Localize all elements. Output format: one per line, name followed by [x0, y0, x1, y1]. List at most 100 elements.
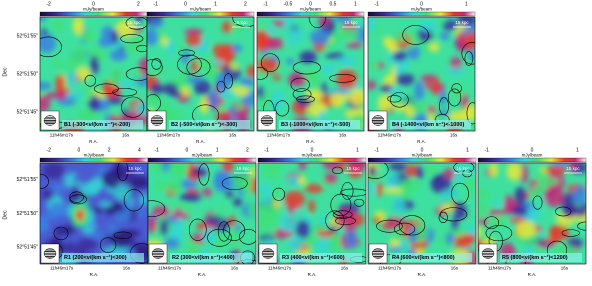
- emission-blob: [389, 238, 401, 248]
- map-image: [257, 17, 364, 131]
- beam: [371, 115, 385, 126]
- emission-blob: [249, 166, 256, 178]
- colorbar-tick-label: 1: [354, 1, 357, 7]
- colorbar-tick-label: 0: [77, 147, 80, 153]
- contour: [330, 193, 352, 217]
- colorbar: [147, 157, 257, 163]
- contour: [439, 207, 468, 222]
- emission-blob: [183, 28, 204, 35]
- contours: [257, 17, 356, 122]
- emission-blob: [572, 185, 586, 205]
- colorbar-unit: mJy/beam: [300, 7, 321, 12]
- emission-blob: [246, 64, 254, 79]
- emission-blob: [295, 220, 311, 239]
- emission-blob: [257, 35, 269, 52]
- emission-blob: [89, 55, 99, 75]
- colorbar-tick-label: 0.5: [329, 1, 336, 7]
- emission-blob: [397, 182, 412, 199]
- emission-blob: [257, 86, 265, 99]
- emission-blob: [168, 163, 189, 176]
- emission-blob: [388, 87, 403, 97]
- contour: [398, 215, 426, 236]
- contour: [125, 17, 147, 30]
- emission-blob: [304, 183, 324, 194]
- emission-blob: [150, 83, 164, 96]
- ra-axis-label: R.A.: [90, 272, 99, 277]
- dec-axis-label: Dec: [2, 67, 8, 76]
- contour: [290, 77, 310, 92]
- emission-blob: [328, 240, 337, 249]
- emission-blob: [130, 175, 148, 189]
- emission-blob: [191, 59, 199, 74]
- emission-blob: [40, 17, 47, 22]
- contour: [447, 88, 462, 107]
- colorbar-tick-label: 2: [108, 147, 111, 153]
- emission-blob: [440, 31, 450, 41]
- ra-tick-label: 11h46m17s: [50, 266, 74, 271]
- scale-bar-label: 15 kpc: [234, 20, 248, 25]
- panel: 15 kpc R1 (200<v/(km s⁻¹)<300) -2 0 2 4 mJy/be…: [39, 147, 149, 277]
- emission-blob: [424, 80, 431, 89]
- emission-blob: [285, 58, 295, 65]
- emission-blob: [40, 33, 57, 54]
- colorbar-unit: mJy/beam: [522, 153, 543, 158]
- map-blobs: [478, 163, 586, 264]
- emission-blob: [545, 165, 567, 175]
- panel-label: R4 (600<v/(km s⁻¹)<800): [392, 254, 455, 261]
- contour: [40, 36, 62, 58]
- emission-blob: [171, 212, 190, 220]
- emission-blob: [273, 74, 281, 81]
- contour: [292, 88, 312, 101]
- ra-tick-label: 16s: [561, 266, 569, 271]
- colorbar-tick-label: -1: [264, 147, 269, 153]
- contour: [113, 231, 132, 239]
- emission-blob: [117, 80, 136, 89]
- emission-blob: [338, 163, 346, 172]
- emission-blob: [299, 163, 307, 171]
- ra-axis-label: R.A.: [196, 139, 205, 144]
- contours: [272, 166, 366, 263]
- contour: [40, 174, 49, 189]
- emission-blob: [231, 44, 243, 53]
- emission-blob: [159, 219, 169, 236]
- emission-blob: [537, 177, 560, 186]
- contour: [177, 54, 202, 75]
- emission-blob: [239, 77, 254, 87]
- emission-blob: [53, 226, 75, 236]
- emission-blob: [453, 202, 467, 220]
- emission-blob: [386, 172, 400, 189]
- emission-blob: [217, 90, 238, 99]
- panel-frame: [477, 162, 587, 265]
- emission-blob: [259, 183, 272, 196]
- dec-tick-label: 52°51'45": [17, 109, 39, 115]
- contour: [308, 17, 327, 28]
- emission-blob: [212, 44, 230, 55]
- emission-blob: [42, 163, 65, 179]
- emission-blob: [392, 197, 406, 216]
- colorbar-tick-label: 0: [185, 147, 188, 153]
- map-blobs: [40, 17, 147, 131]
- emission-blob: [395, 73, 415, 86]
- panel-label: B2 (-500<v/(km s⁻¹)<-300): [171, 121, 237, 128]
- emission-blob: [310, 29, 331, 46]
- emission-blob: [478, 217, 489, 226]
- contour: [216, 81, 226, 93]
- emission-blob: [324, 52, 345, 59]
- contour: [332, 166, 343, 174]
- panel-frame: [367, 16, 476, 132]
- colorbar-tick-label: -1: [374, 147, 379, 153]
- emission-blob: [263, 164, 280, 179]
- emission-blob: [382, 187, 403, 194]
- beam: [43, 248, 57, 259]
- emission-blob: [205, 216, 223, 225]
- emission-blob: [388, 163, 408, 172]
- panel-label: R1 (200<v/(km s⁻¹)<300): [64, 254, 127, 261]
- emission-blob: [308, 199, 316, 214]
- beam: [481, 248, 495, 259]
- emission-blob: [157, 28, 164, 41]
- emission-blob: [134, 17, 143, 23]
- colorbar-tick-label: 2: [246, 147, 249, 153]
- emission-blob: [67, 70, 77, 87]
- colorbar-unit: mJy/beam: [190, 7, 211, 12]
- emission-blob: [318, 110, 327, 123]
